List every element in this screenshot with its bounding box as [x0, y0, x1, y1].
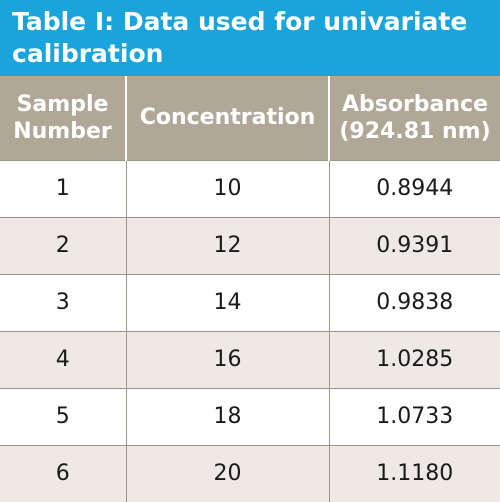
- header-concentration: Concentration: [125, 76, 329, 160]
- header-row: Sample Number Concentration Absorbance (…: [0, 76, 500, 160]
- calibration-data-table: Sample Number Concentration Absorbance (…: [0, 76, 500, 502]
- cell-concentration: 20: [125, 444, 329, 502]
- header-sample-number: Sample Number: [0, 76, 126, 160]
- cell-absorbance: 1.0285: [328, 330, 500, 388]
- cell-absorbance: 1.1180: [328, 444, 500, 502]
- cell-absorbance: 0.9391: [328, 216, 500, 274]
- cell-sample-number: 3: [0, 273, 126, 331]
- cell-absorbance: 1.0733: [328, 387, 500, 445]
- table-row: 6 20 1.1180: [0, 444, 500, 502]
- table-body: 1 10 0.8944 2 12 0.9391 3 14 0.9838 4 16…: [0, 159, 500, 502]
- table-title: Table I: Data used for univariate calibr…: [0, 0, 500, 76]
- header-absorbance: Absorbance (924.81 nm): [328, 76, 500, 160]
- table-row: 2 12 0.9391: [0, 216, 500, 274]
- cell-concentration: 18: [125, 387, 329, 445]
- cell-concentration: 16: [125, 330, 329, 388]
- cell-absorbance: 0.9838: [328, 273, 500, 331]
- table-row: 5 18 1.0733: [0, 387, 500, 445]
- cell-sample-number: 1: [0, 159, 126, 217]
- cell-concentration: 10: [125, 159, 329, 217]
- cell-absorbance: 0.8944: [328, 159, 500, 217]
- cell-sample-number: 2: [0, 216, 126, 274]
- cell-sample-number: 5: [0, 387, 126, 445]
- cell-sample-number: 4: [0, 330, 126, 388]
- cell-sample-number: 6: [0, 444, 126, 502]
- cell-concentration: 14: [125, 273, 329, 331]
- table-row: 4 16 1.0285: [0, 330, 500, 388]
- table-row: 3 14 0.9838: [0, 273, 500, 331]
- cell-concentration: 12: [125, 216, 329, 274]
- table-row: 1 10 0.8944: [0, 159, 500, 217]
- table-header: Sample Number Concentration Absorbance (…: [0, 76, 500, 160]
